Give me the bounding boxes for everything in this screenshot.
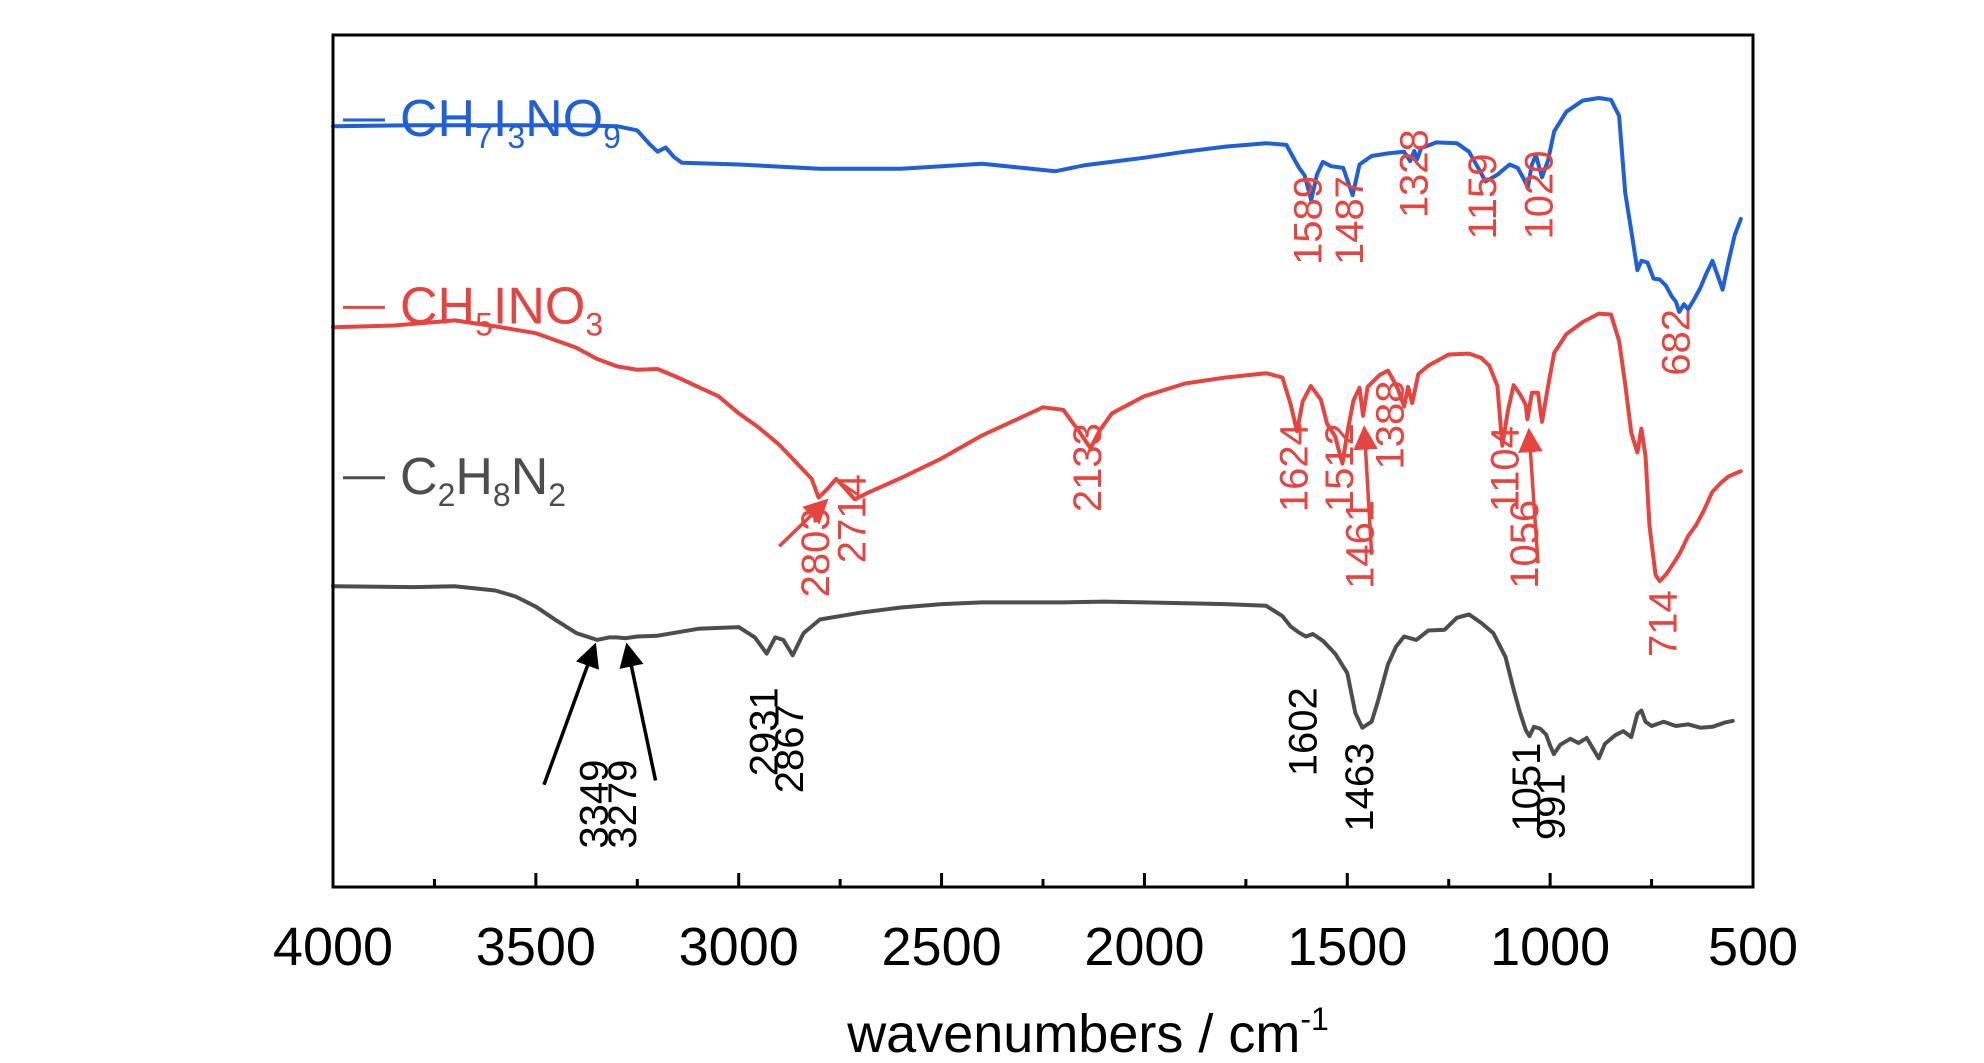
legend-label-CH7I3NO9: CH7I3NO9 [400, 90, 621, 155]
annotation-arrow-1 [1353, 425, 1378, 555]
peak-label-1159: 1159 [1461, 153, 1505, 239]
peak-label-682: 682 [1655, 309, 1699, 376]
peak-label-1020: 1020 [1518, 150, 1562, 239]
x-tick-label-2500: 2500 [882, 917, 1002, 977]
peak-label-1104: 1104 [1484, 426, 1528, 512]
peak-label-1512: 1512 [1318, 423, 1362, 512]
series-line-C2H8N2 [331, 584, 1735, 761]
x-axis-title-superscript: -1 [1300, 1001, 1328, 1037]
peak-label-3349: 3349 [573, 760, 617, 849]
annotation-arrow-0 [778, 498, 829, 548]
peak-label-1589: 1589 [1287, 176, 1331, 265]
peak-label-1602: 1602 [1281, 687, 1325, 776]
x-tick-label-1000: 1000 [1490, 917, 1610, 977]
peak-label-2803: 2803 [794, 508, 838, 597]
x-tick-label-500: 500 [1708, 917, 1798, 977]
peak-label-1463: 1463 [1338, 743, 1382, 832]
peak-label-3279: 3279 [601, 760, 645, 849]
x-tick-label-4000: 4000 [273, 917, 393, 977]
peak-label-714: 714 [1642, 590, 1686, 657]
x-tick-label-3500: 3500 [476, 917, 596, 977]
peak-label-991: 991 [1529, 773, 1573, 840]
peak-label-2714: 2714 [830, 474, 874, 563]
legend-label-C2H8N2: C2H8N2 [400, 448, 566, 513]
peak-label-2931: 2931 [742, 687, 786, 776]
x-axis: 4000 3500 3000 2500 2000 1500 1000 500 [273, 873, 1798, 977]
peak-label-1328: 1328 [1393, 129, 1437, 218]
series-line-CH5INO3 [331, 311, 1743, 584]
peak-label-1388: 1388 [1368, 381, 1412, 470]
peak-label-1487: 1487 [1328, 176, 1372, 265]
peak-label-2867: 2867 [768, 704, 812, 793]
legend-layer: CH7I3NO9 CH5INO3 C2H8N2 [343, 90, 621, 513]
peak-label-1056: 1056 [1503, 500, 1547, 589]
x-tick-label-2000: 2000 [1084, 917, 1204, 977]
annotation-arrow-3 [542, 642, 599, 786]
annotation-arrow-2 [1518, 427, 1543, 564]
x-axis-title: wavenumbers / cm-1 [846, 1001, 1329, 1063]
series-layer [331, 96, 1743, 761]
x-axis-title-text: wavenumbers / cm [846, 1004, 1300, 1063]
legend-label-CH5INO3: CH5INO3 [400, 277, 603, 342]
series-line-CH7I3NO9 [331, 96, 1743, 314]
peak-label-1461: 1461 [1339, 500, 1383, 589]
arrow-layer [542, 425, 1543, 786]
peak-label-1051: 1051 [1505, 743, 1549, 832]
peak-label-2133: 2133 [1066, 423, 1110, 512]
annotation-arrow-4 [619, 642, 658, 781]
peak-label-1624: 1624 [1273, 423, 1317, 512]
x-tick-label-1500: 1500 [1287, 917, 1407, 977]
x-tick-label-3000: 3000 [679, 917, 799, 977]
